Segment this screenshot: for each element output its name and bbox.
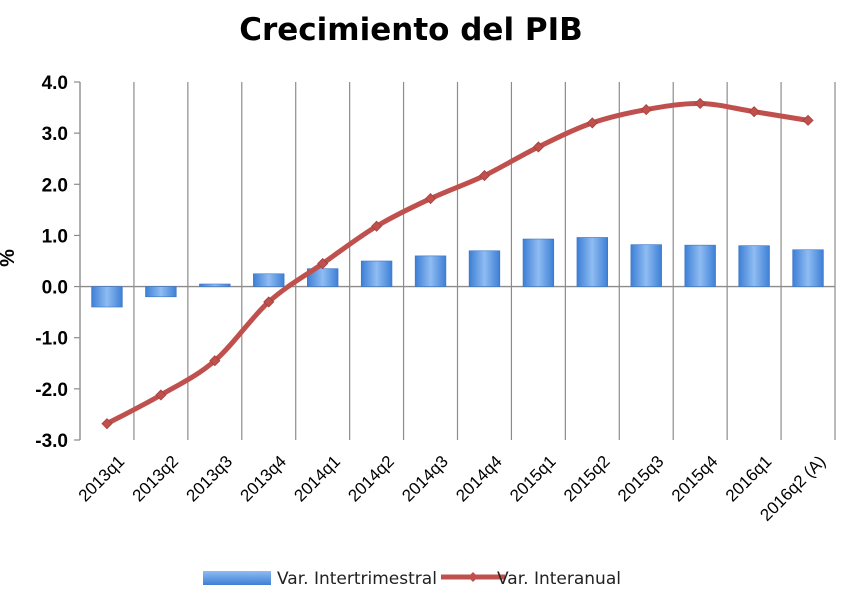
y-tick-label: 1.0 bbox=[42, 226, 68, 247]
y-tick-label: 2.0 bbox=[42, 175, 68, 196]
line-point-2014q3 bbox=[424, 193, 437, 205]
legend-swatch-bar bbox=[203, 571, 271, 585]
bar-2016q1 bbox=[738, 245, 770, 287]
legend-swatch-marker bbox=[468, 572, 478, 582]
bar-2014q4 bbox=[468, 250, 501, 287]
legend-label-interanual: Var. Interanual bbox=[497, 569, 621, 589]
chart-title: Crecimiento del PIB bbox=[239, 12, 583, 48]
bar-2013q2 bbox=[145, 286, 177, 298]
x-tick-label: 2013q2 bbox=[129, 452, 183, 506]
gridlines bbox=[79, 82, 836, 440]
y-axis-label: % bbox=[0, 249, 19, 267]
bar-2016q2 (A) bbox=[792, 249, 824, 287]
y-tick-label: 3.0 bbox=[42, 124, 68, 145]
x-tick-label: 2014q1 bbox=[290, 452, 344, 506]
x-tick-label: 2013q1 bbox=[75, 452, 129, 506]
line-point-2013q3 bbox=[209, 355, 221, 367]
x-tick-label: 2014q3 bbox=[398, 452, 452, 506]
line-point-2015q2 bbox=[586, 117, 598, 129]
x-tick-label: 2015q3 bbox=[614, 452, 668, 506]
line-point-2014q2 bbox=[371, 220, 383, 232]
y-tick-label: -3.0 bbox=[35, 431, 68, 452]
bar-2013q4 bbox=[253, 273, 285, 287]
line-point-2013q2 bbox=[155, 389, 167, 401]
bar-2013q3 bbox=[199, 283, 231, 287]
x-tick-label: 2015q1 bbox=[506, 452, 560, 506]
bars-var-intertrimestral bbox=[91, 237, 824, 308]
x-tick-label: 2013q4 bbox=[237, 452, 291, 506]
line-point-2015q4 bbox=[694, 97, 706, 110]
y-tick-labels: 4.0 3.0 2.0 1.0 0.0 -1.0 -2.0 -3.0 bbox=[35, 73, 68, 452]
bar-2013q1 bbox=[91, 286, 123, 308]
bar-2015q4 bbox=[684, 244, 716, 287]
bar-2015q1 bbox=[522, 238, 555, 287]
x-tick-label: 2014q2 bbox=[344, 452, 398, 506]
line-point-2014q1 bbox=[317, 257, 329, 270]
x-tick-label: 2013q3 bbox=[183, 452, 237, 506]
line-point-2016q1 bbox=[748, 106, 760, 118]
line-point-2014q4 bbox=[478, 170, 491, 182]
y-tick-label: 4.0 bbox=[42, 73, 68, 94]
bar-2014q2 bbox=[360, 260, 393, 287]
bar-2015q2 bbox=[576, 237, 608, 287]
x-tick-label: 2015q4 bbox=[668, 452, 722, 506]
line-point-2016q2 (A) bbox=[802, 114, 814, 126]
bar-2015q3 bbox=[630, 244, 662, 287]
bar-2014q3 bbox=[414, 255, 447, 287]
y-tick-label: -1.0 bbox=[35, 329, 68, 350]
line-var-interanual bbox=[101, 97, 814, 430]
x-tick-label: 2015q2 bbox=[560, 452, 614, 506]
line-point-2013q4 bbox=[263, 296, 275, 308]
y-tick-label: 0.0 bbox=[42, 278, 68, 299]
y-tick-label: -2.0 bbox=[35, 380, 68, 401]
legend: Var. Intertrimestral Var. Interanual bbox=[203, 569, 621, 589]
line-point-2015q3 bbox=[640, 104, 652, 116]
line-point-2015q1 bbox=[532, 141, 544, 153]
x-tick-labels: 2013q1 2013q2 2013q3 2013q4 2014q1 2014q2 2014… bbox=[75, 452, 830, 525]
x-tick-label: 2014q4 bbox=[452, 452, 506, 506]
legend-label-intertrimestral: Var. Intertrimestral bbox=[277, 569, 437, 589]
line-point-2013q1 bbox=[101, 418, 113, 430]
x-tick-label: 2016q1 bbox=[722, 452, 776, 506]
